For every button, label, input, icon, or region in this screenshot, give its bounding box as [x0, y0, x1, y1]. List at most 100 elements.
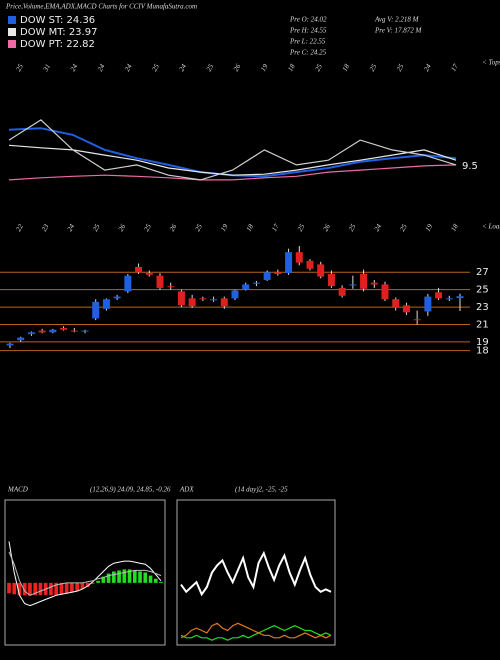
candle-body	[263, 272, 271, 281]
info-text: Pre C: 24.25	[289, 49, 327, 57]
x-tick-label: 24	[373, 222, 384, 232]
histogram-bar	[138, 571, 142, 583]
histogram-bar	[33, 582, 38, 596]
x-tick-label: 25	[142, 222, 153, 232]
histogram-bar	[17, 582, 22, 596]
line	[180, 625, 332, 641]
candle-body	[156, 275, 164, 288]
candle-body	[210, 299, 218, 301]
histogram-bar	[7, 582, 11, 594]
line	[8, 144, 457, 176]
candle-body	[102, 299, 110, 309]
y-tick-label: 19	[476, 337, 489, 348]
x-tick-label: 24	[422, 62, 433, 72]
line	[8, 119, 457, 181]
candle-body	[124, 275, 132, 292]
panel-frame	[176, 499, 336, 646]
candle-body	[295, 252, 303, 263]
candle-body	[456, 296, 464, 299]
candle-body	[177, 291, 185, 306]
histogram-bar	[59, 582, 64, 595]
legend-swatch	[8, 40, 16, 48]
histogram-bar	[54, 582, 59, 596]
x-tick-label: 23	[40, 222, 51, 232]
candle-body	[242, 284, 250, 290]
x-tick-label: 25	[314, 62, 325, 72]
y-tick-label: 25	[476, 285, 489, 296]
x-tick-label: 25	[194, 222, 205, 232]
y-tick-label: 23	[476, 302, 489, 313]
panel-title: MACD	[7, 486, 28, 494]
candle-body	[135, 266, 143, 273]
y-tick-label: 21	[476, 320, 489, 331]
x-tick-label: 18	[245, 222, 256, 232]
y-tick-label: 18	[476, 346, 489, 357]
candle-body	[113, 296, 121, 299]
axis-note: < Loans	[482, 223, 500, 231]
candle-body	[231, 290, 239, 299]
y-tick-label: 9.5	[462, 161, 478, 172]
histogram-bar	[159, 581, 163, 583]
candle-body	[49, 329, 57, 333]
candle-body	[349, 284, 357, 286]
candle-body	[327, 273, 335, 287]
candle-body	[145, 273, 153, 275]
histogram-bar	[80, 582, 85, 590]
panel-frame	[4, 499, 166, 646]
panel-subtitle: (14 day)2, -25, -25	[235, 486, 288, 494]
x-tick-label: 24	[96, 62, 107, 72]
histogram-bar	[117, 570, 121, 583]
x-tick-label: 31	[41, 63, 52, 74]
info-text: Pre V: 17.872 M	[374, 27, 422, 35]
candle-body	[306, 260, 314, 269]
x-tick-label: 18	[449, 222, 460, 232]
candle-body	[435, 292, 443, 299]
histogram-bar	[143, 572, 148, 583]
candle-body	[381, 284, 389, 300]
candle-body	[338, 287, 346, 296]
candle-body	[6, 343, 14, 346]
histogram-bar	[12, 582, 17, 595]
candle-body	[402, 305, 410, 313]
candle-body	[220, 298, 228, 307]
x-tick-label: 18	[286, 62, 297, 72]
histogram-bar	[122, 569, 127, 583]
x-tick-label: 25	[398, 222, 409, 232]
candle-body	[445, 298, 453, 300]
x-tick-label: 24	[123, 62, 134, 72]
x-tick-label: 18	[341, 62, 352, 72]
x-tick-label: 25	[205, 62, 216, 72]
histogram-bar	[49, 582, 53, 596]
x-tick-label: 25	[150, 62, 161, 72]
line	[8, 541, 162, 607]
x-tick-label: 17	[270, 222, 281, 232]
x-tick-label: 25	[14, 62, 25, 72]
candle-body	[252, 282, 260, 284]
histogram-bar	[153, 578, 158, 583]
candle-body	[274, 272, 282, 274]
histogram-bar	[28, 582, 32, 596]
info-text: Pre L: 22.55	[289, 38, 326, 46]
candle-body	[317, 264, 325, 277]
candle-body	[70, 330, 78, 332]
x-tick-label: 25	[347, 222, 358, 232]
info-text: Pre H: 24.55	[289, 27, 327, 35]
x-tick-label: 22	[14, 222, 25, 232]
histogram-bar	[132, 570, 137, 583]
axis-note: < Tops	[482, 59, 500, 67]
legend-label: DOW PT: 22.82	[20, 39, 95, 50]
x-tick-label: 24	[66, 222, 77, 232]
candle-body	[370, 282, 378, 285]
line	[180, 622, 332, 639]
panel-title: ADX	[179, 486, 194, 494]
x-tick-label: 19	[219, 222, 230, 232]
line	[8, 164, 457, 181]
candle-body	[392, 299, 400, 308]
x-tick-label: 25	[368, 62, 379, 72]
histogram-bar	[96, 580, 100, 583]
histogram-bar	[127, 569, 132, 583]
line	[180, 550, 332, 597]
x-tick-label: 25	[395, 62, 406, 72]
